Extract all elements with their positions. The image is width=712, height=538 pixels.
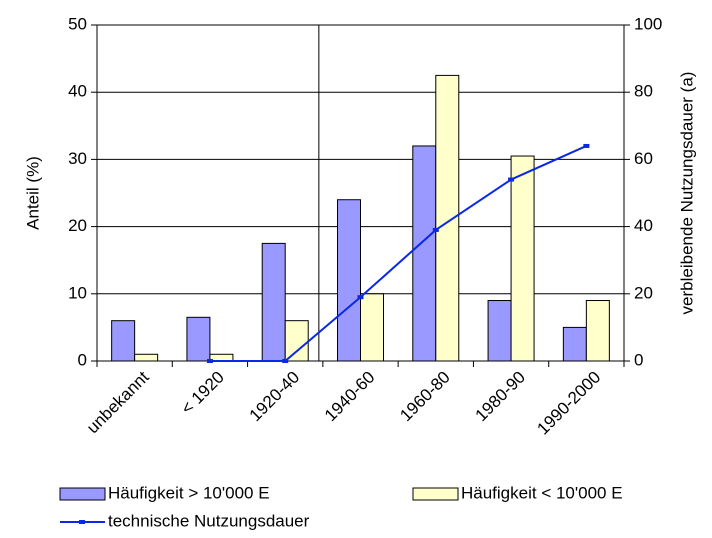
bar	[562, 326, 587, 362]
legend-marker	[79, 520, 85, 524]
y2-tick-label: 100	[634, 14, 662, 33]
legend-swatch	[412, 487, 459, 501]
x-tick-label: 1990-2000	[533, 368, 604, 439]
x-tick-label: 1980-90	[472, 368, 530, 426]
y2-tick-label: 0	[634, 350, 643, 369]
legend-label: Häufigkeit > 10'000 E	[108, 483, 270, 502]
y2-tick-label: 40	[634, 216, 653, 235]
bar	[261, 242, 286, 362]
x-tick-label: 1940-60	[321, 368, 379, 426]
bar	[435, 74, 460, 362]
bar	[186, 316, 211, 362]
line-marker	[206, 359, 213, 363]
y-tick-label: 30	[68, 149, 87, 168]
bar	[360, 293, 384, 362]
line-marker	[282, 359, 289, 363]
bar	[134, 353, 159, 362]
bar	[209, 353, 234, 362]
y-axis-label: Anteil (%)	[23, 156, 42, 230]
line-marker	[508, 177, 515, 182]
y2-tick-label: 80	[634, 82, 653, 101]
y2-tick-label: 20	[634, 283, 653, 302]
y-tick-label: 40	[68, 82, 87, 101]
bar	[111, 320, 136, 362]
bar	[412, 145, 437, 362]
bar	[487, 300, 512, 362]
x-tick-label: unbekannt	[83, 367, 153, 437]
y-tick-label: 10	[68, 283, 87, 302]
line-marker	[583, 143, 590, 148]
y2-tick-label: 60	[634, 149, 653, 168]
y-tick-label: 20	[68, 216, 87, 235]
x-tick-label: 1960-80	[396, 368, 454, 426]
bar	[337, 199, 361, 362]
y-tick-label: 0	[78, 350, 87, 369]
x-tick-label: 1920-40	[246, 368, 304, 426]
x-tick-label: < 1920	[177, 368, 228, 419]
legend-swatch	[59, 487, 106, 501]
legend-label: technische Nutzungsdauer	[108, 511, 310, 530]
y2-axis-label: verbleibende Nutzungsdauer (a)	[677, 72, 696, 315]
bar	[284, 320, 309, 362]
legend-label: Häufigkeit < 10'000 E	[461, 483, 623, 502]
y-tick-label: 50	[68, 14, 87, 33]
line-marker	[432, 227, 439, 232]
line-marker	[357, 295, 364, 300]
bar	[585, 300, 610, 362]
line	[209, 145, 587, 362]
bar	[510, 155, 535, 362]
